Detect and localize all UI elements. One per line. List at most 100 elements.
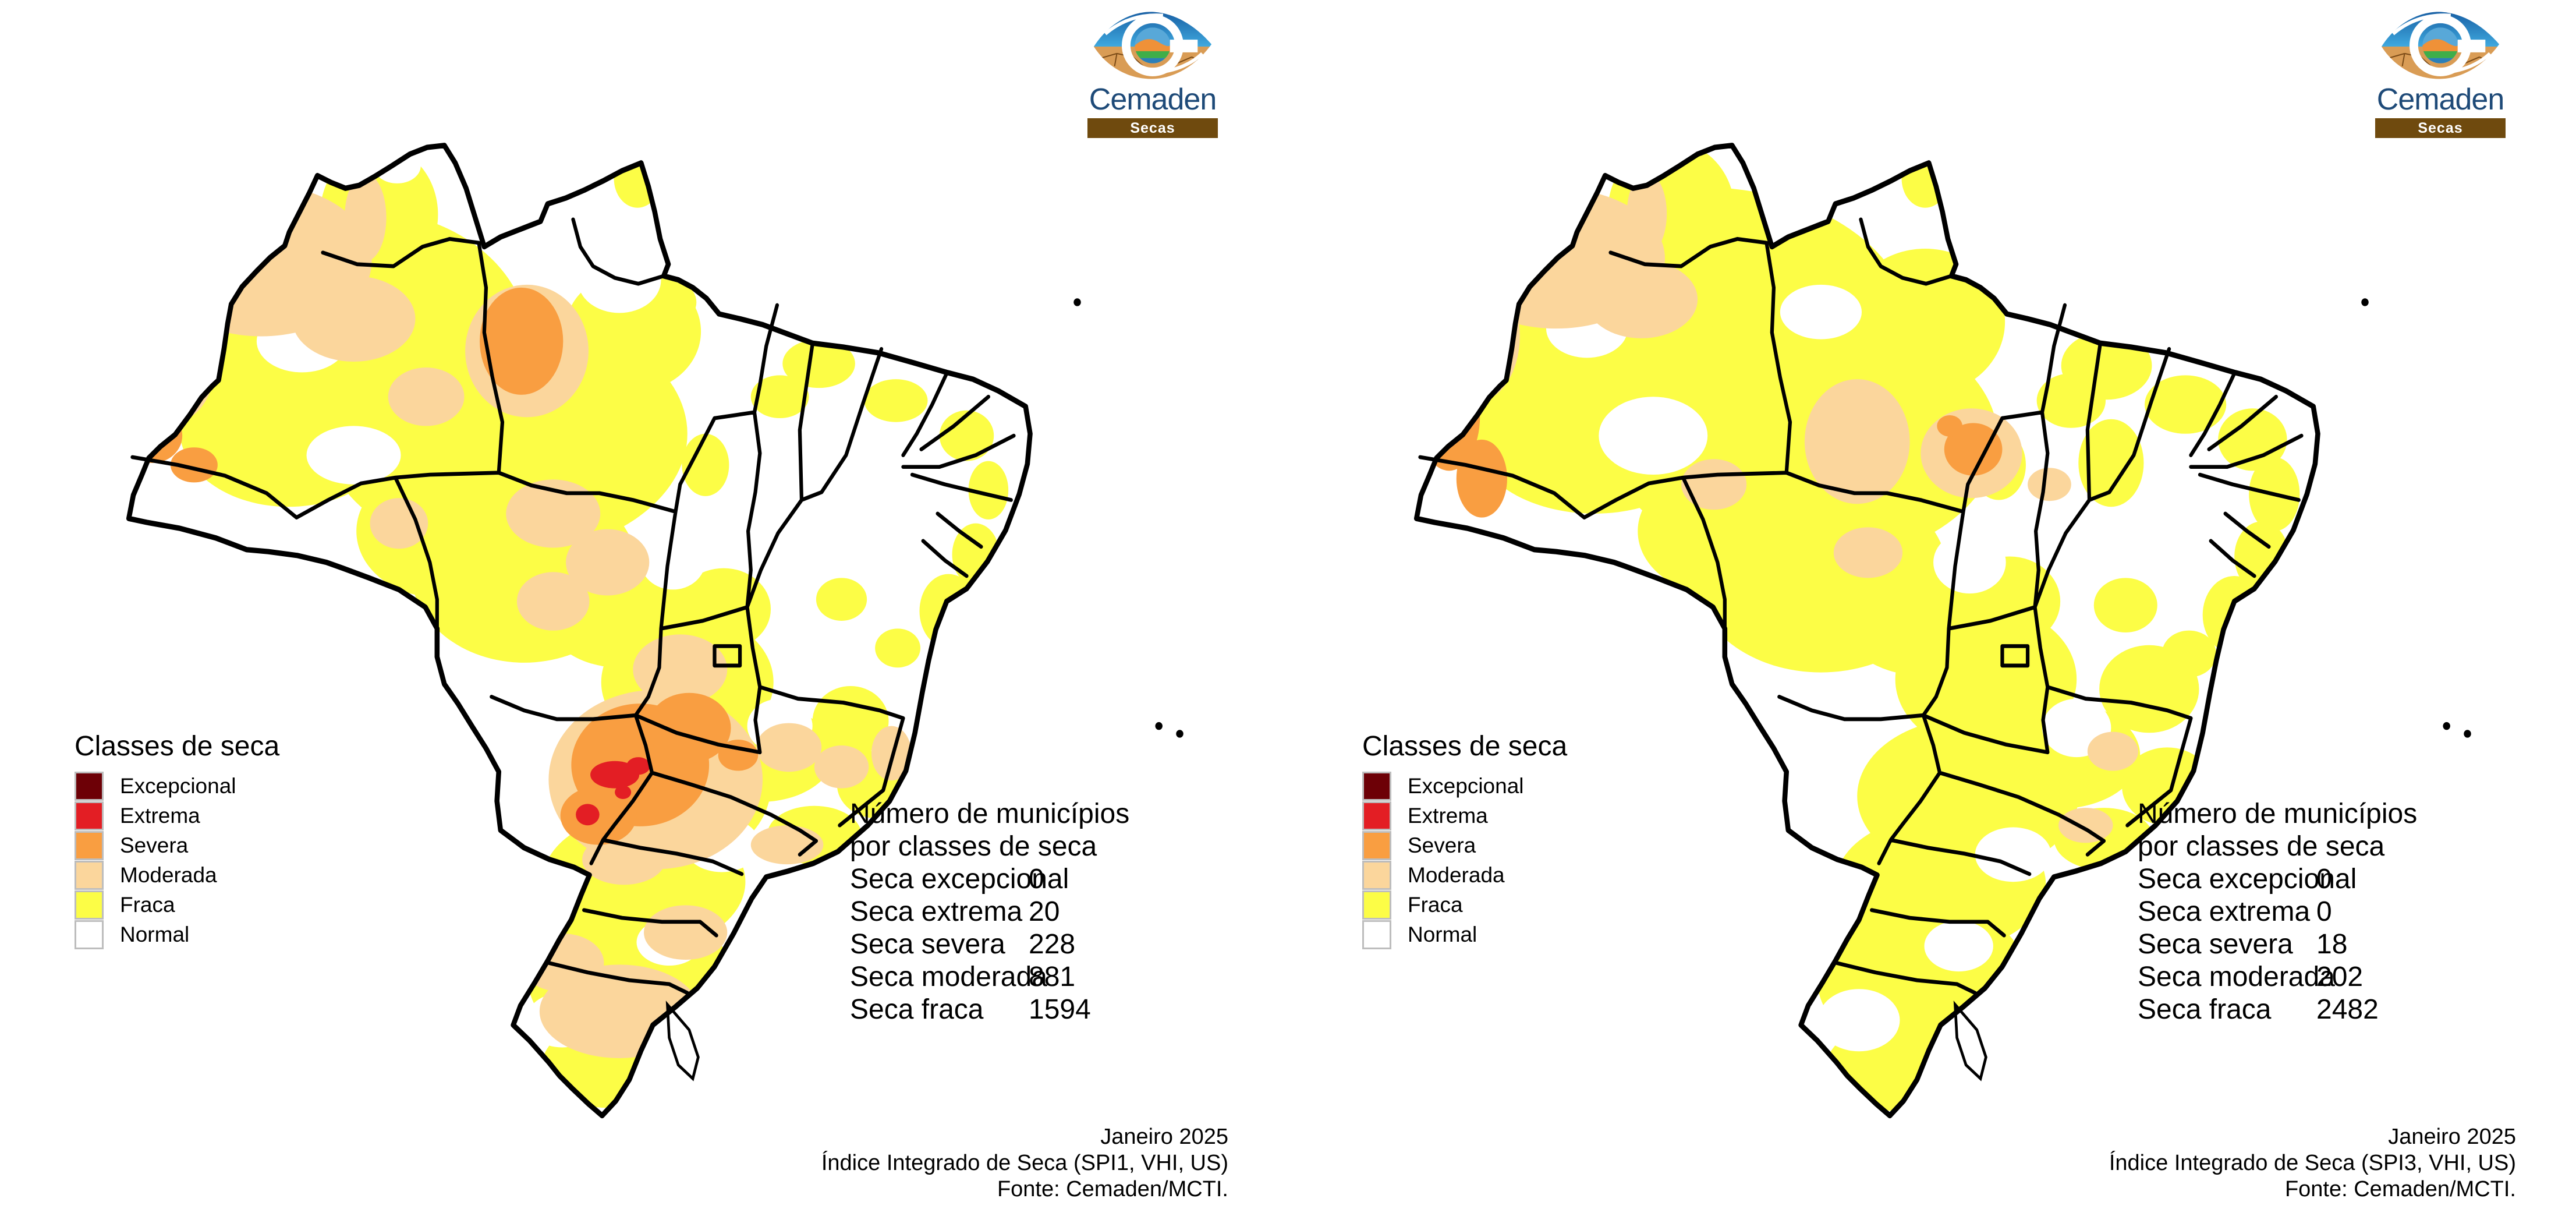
legend-label: Severa: [120, 833, 189, 857]
legend-label: Moderada: [1408, 863, 1505, 887]
stat-row-extrema: Seca extrema 20: [850, 896, 1129, 928]
swatch-severa: [75, 830, 104, 860]
legend-item-extrema: Extrema: [75, 801, 279, 830]
layer-extrema: [576, 757, 650, 826]
brazil-drought-map-spi3: [1413, 142, 2483, 1174]
stat-row-fraca: Seca fraca 2482: [2138, 994, 2417, 1026]
stat-value: 20: [1029, 896, 1060, 927]
swatch-extrema: [75, 801, 104, 830]
stat-value: 0: [2316, 896, 2332, 927]
swatch-severa: [1362, 830, 1391, 860]
swatch-moderada: [75, 860, 104, 890]
stat-value: 18: [2316, 929, 2348, 960]
footer-index: Índice Integrado de Seca (SPI3, VHI, US): [2109, 1151, 2516, 1175]
stat-row-excepcional: Seca excepcional 0: [850, 863, 1129, 896]
stat-row-fraca: Seca fraca 1594: [850, 994, 1129, 1026]
layer-normal-patches: [1546, 284, 2111, 1052]
footer-date: Janeiro 2025: [1100, 1125, 1228, 1149]
swatch-fraca: [1362, 890, 1391, 920]
layer-fraca: [1472, 145, 2300, 1111]
logo-subtitle-bar: Secas: [1087, 118, 1218, 138]
legend-label: Excepcional: [120, 773, 236, 798]
stat-label: Seca severa: [2138, 929, 2293, 960]
panel-spi1: Cemaden Secas Classes de seca Excepciona…: [75, 8, 1228, 1203]
legend-label: Normal: [1408, 922, 1477, 946]
legend-item-moderada: Moderada: [1362, 860, 1567, 890]
swatch-extrema: [1362, 801, 1391, 830]
swatch-normal: [1362, 920, 1391, 949]
stat-label: Seca extrema: [850, 896, 1023, 927]
stat-row-severa: Seca severa 228: [850, 928, 1129, 961]
stats-title-line2: por classes de seca: [850, 831, 1097, 862]
legend-label: Extrema: [120, 803, 200, 828]
legend-label: Fraca: [1408, 892, 1463, 917]
legend-label: Severa: [1408, 833, 1476, 857]
cemaden-eye-icon: [1093, 12, 1212, 79]
legend-spi3: Classes de seca Excepcional Extrema Seve…: [1362, 731, 1567, 949]
legend-item-severa: Severa: [75, 830, 279, 860]
legend-item-fraca: Fraca: [75, 890, 279, 920]
drought-layers-spi1: [129, 146, 1009, 1108]
stat-row-moderada: Seca moderada 202: [2138, 961, 2417, 994]
stat-row-excepcional: Seca excepcional 0: [2138, 863, 2417, 896]
stats-title-line1: Número de municípios: [850, 798, 1130, 829]
swatch-normal: [75, 920, 104, 949]
stat-value: 881: [1029, 962, 1076, 992]
legend-item-fraca: Fraca: [1362, 890, 1567, 920]
legend-label: Excepcional: [1408, 773, 1524, 798]
logo-name: Cemaden: [2376, 83, 2504, 116]
stat-label: Seca fraca: [850, 994, 984, 1025]
stat-value: 202: [2316, 962, 2364, 992]
cemaden-eye-icon: [2381, 12, 2500, 79]
legend-title: Classes de seca: [1362, 731, 1568, 762]
stat-label: Seca excepcional: [850, 864, 1069, 895]
swatch-moderada: [1362, 860, 1391, 890]
logo-subtitle: Secas: [2418, 119, 2463, 136]
legend-item-moderada: Moderada: [75, 860, 279, 890]
stats-spi1: Número de municípios por classes de seca…: [850, 798, 1129, 1026]
swatch-excepcional: [1362, 771, 1391, 801]
stat-value: 2482: [2316, 994, 2379, 1025]
legend-label: Fraca: [120, 892, 175, 917]
logo-subtitle: Secas: [1130, 119, 1175, 136]
stat-value: 0: [1029, 864, 1044, 895]
legend-label: Extrema: [1408, 803, 1488, 828]
cemaden-logo: Cemaden Secas: [2366, 8, 2515, 138]
stat-row-moderada: Seca moderada 881: [850, 961, 1129, 994]
stat-label: Seca severa: [850, 929, 1005, 960]
footer-spi1: Janeiro 2025 Índice Integrado de Seca (S…: [582, 1124, 1228, 1203]
stat-label: Seca fraca: [2138, 994, 2272, 1025]
legend-item-severa: Severa: [1362, 830, 1567, 860]
stat-value: 0: [2316, 864, 2332, 895]
legend-item-normal: Normal: [75, 920, 279, 949]
stats-title-line1: Número de municípios: [2138, 798, 2418, 829]
footer-source: Fonte: Cemaden/MCTI.: [997, 1177, 1228, 1201]
cemaden-logo: Cemaden Secas: [1078, 8, 1227, 138]
stats-title-line2: por classes de seca: [2138, 831, 2385, 862]
legend-label: Moderada: [120, 863, 217, 887]
stat-row-severa: Seca severa 18: [2138, 928, 2417, 961]
stat-row-extrema: Seca extrema 0: [2138, 896, 2417, 928]
legend-item-extrema: Extrema: [1362, 801, 1567, 830]
stat-label: Seca extrema: [2138, 896, 2311, 927]
footer-source: Fonte: Cemaden/MCTI.: [2284, 1177, 2516, 1201]
footer-spi3: Janeiro 2025 Índice Integrado de Seca (S…: [1870, 1124, 2516, 1203]
legend-title: Classes de seca: [75, 731, 280, 762]
drought-layers-spi3: [1416, 145, 2300, 1111]
stat-value: 228: [1029, 929, 1076, 960]
stat-value: 1594: [1029, 994, 1091, 1025]
swatch-fraca: [75, 890, 104, 920]
legend-item-excepcional: Excepcional: [75, 771, 279, 801]
logo-subtitle-bar: Secas: [2375, 118, 2506, 138]
panel-spi3: Cemaden Secas Classes de seca Excepciona…: [1288, 0, 2575, 1223]
stat-label: Seca excepcional: [2138, 864, 2357, 895]
logo-name: Cemaden: [1089, 83, 1217, 116]
legend-item-excepcional: Excepcional: [1362, 771, 1567, 801]
stat-label: Seca moderada: [2138, 962, 2335, 992]
brazil-drought-map-spi1: [125, 142, 1195, 1174]
stats-spi3: Número de municípios por classes de seca…: [2138, 798, 2417, 1026]
legend-spi1: Classes de seca Excepcional Extrema Seve…: [75, 731, 279, 949]
footer-date: Janeiro 2025: [2388, 1125, 2516, 1149]
stat-label: Seca moderada: [850, 962, 1047, 992]
